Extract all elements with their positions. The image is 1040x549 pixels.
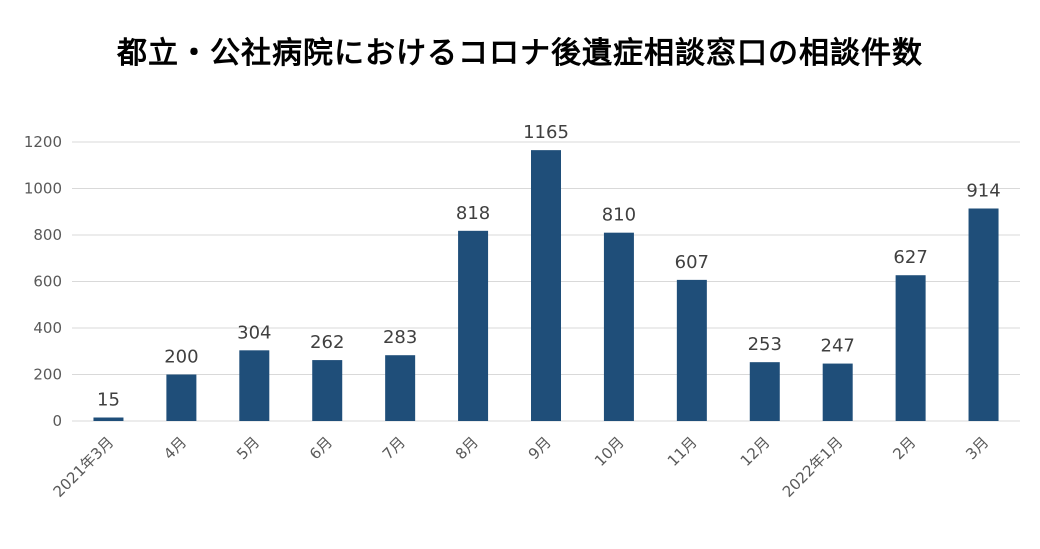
bar — [93, 417, 124, 421]
bar — [895, 275, 926, 421]
x-tick-label: 2021年3月 — [50, 433, 118, 501]
x-tick-label: 9月 — [525, 433, 555, 463]
data-label: 15 — [97, 390, 120, 411]
y-tick-label: 1000 — [24, 180, 62, 198]
x-tick-label: 11月 — [664, 433, 701, 470]
x-tick-label: 2022年1月 — [779, 433, 847, 501]
x-tick-label: 10月 — [591, 433, 628, 470]
data-label: 607 — [675, 252, 709, 273]
y-tick-label: 400 — [33, 319, 62, 337]
y-tick-label: 800 — [33, 226, 62, 244]
bar — [676, 279, 707, 421]
data-label: 1165 — [523, 122, 569, 143]
x-tick-label: 8月 — [452, 433, 482, 463]
data-label: 200 — [164, 347, 198, 368]
y-tick-label: 600 — [33, 273, 62, 291]
bar — [603, 232, 634, 421]
data-label: 262 — [310, 332, 344, 353]
data-label: 283 — [383, 327, 417, 348]
data-label: 914 — [966, 180, 1000, 201]
x-tick-label: 2月 — [889, 433, 919, 463]
x-tick-label: 3月 — [962, 433, 992, 463]
bar — [458, 230, 489, 421]
bar — [239, 350, 270, 421]
bar — [968, 208, 999, 421]
y-tick-label: 200 — [33, 366, 62, 384]
bar — [531, 150, 561, 421]
x-tick-label: 5月 — [233, 433, 263, 463]
data-label: 304 — [237, 322, 271, 343]
data-label: 253 — [748, 334, 782, 355]
x-tick-label: 7月 — [379, 433, 409, 463]
data-label: 818 — [456, 203, 490, 224]
data-label: 627 — [893, 247, 927, 268]
data-label: 810 — [602, 205, 636, 226]
x-tick-label: 12月 — [737, 433, 774, 470]
chart-title: 都立・公社病院におけるコロナ後遺症相談窓口の相談件数 — [117, 36, 923, 71]
bar — [166, 374, 197, 421]
x-tick-label: 6月 — [306, 433, 336, 463]
bar — [312, 360, 343, 421]
x-tick-label: 4月 — [160, 433, 190, 463]
y-tick-label: 0 — [52, 412, 62, 430]
bar — [385, 355, 416, 421]
data-label: 247 — [821, 336, 855, 357]
y-tick-label: 1200 — [24, 133, 62, 151]
bar — [749, 362, 780, 421]
bar — [822, 363, 853, 421]
